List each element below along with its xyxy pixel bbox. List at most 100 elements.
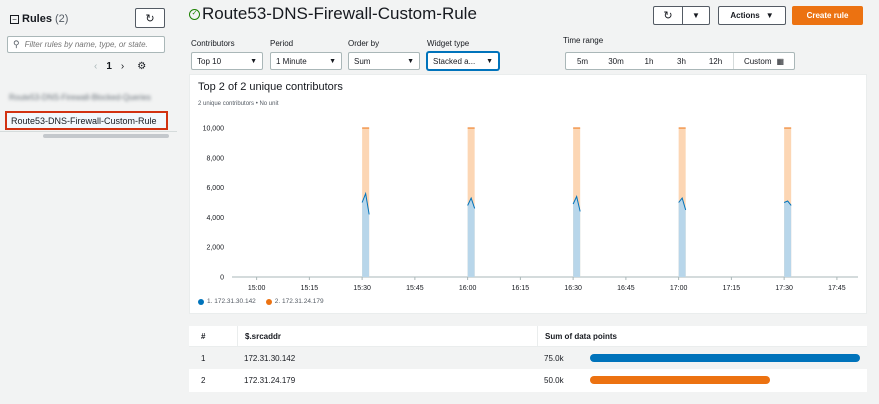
caret-down-icon: ▼ (692, 11, 700, 20)
x-tick-label: 17:30 (775, 285, 793, 292)
search-icon: ⚲ (13, 39, 20, 49)
x-tick-label: 17:15 (723, 285, 741, 292)
time-range-5m[interactable]: 5m (576, 56, 589, 66)
order-by-select[interactable]: Sum ▼ (348, 52, 420, 70)
legend-label-1: 1. 172.31.30.142 (207, 298, 256, 305)
header-actions: ↻ ▼ Actions ▼ Create rule (653, 6, 863, 25)
y-tick-label: 10,000 (203, 126, 225, 133)
widget-type-select[interactable]: Stacked a... ▼ (427, 52, 499, 70)
next-page-icon[interactable]: › (120, 61, 125, 72)
chart-legend: 1. 172.31.30.142 2. 172.31.24.179 (198, 298, 334, 305)
table-header: # $.srcaddr Sum of data points (189, 326, 867, 347)
series-1-line (572, 195, 581, 212)
y-tick-label: 6,000 (206, 185, 224, 192)
x-tick-label: 16:45 (617, 285, 635, 292)
row-srcaddr: 172.31.24.179 (244, 375, 296, 385)
series-1-line (361, 191, 370, 215)
row-srcaddr: 172.31.30.142 (244, 353, 296, 363)
row-sum: 50.0k (537, 369, 867, 391)
row-sum-bar-track (590, 376, 860, 384)
widget-type-label: Widget type (427, 39, 470, 48)
series-1-area (784, 201, 792, 277)
refresh-rules-button[interactable]: ↻ (135, 8, 165, 28)
x-tick-label: 16:00 (459, 285, 477, 292)
y-tick-label: 0 (220, 275, 224, 282)
time-range-custom[interactable]: Custom ▦ (733, 53, 794, 69)
caret-down-icon: ▼ (486, 57, 493, 65)
custom-label: Custom (743, 56, 772, 66)
col-srcaddr-header: $.srcaddr (237, 326, 537, 346)
contributors-chart: 10,000 8,000 6,000 4,000 2,000 0 15:00 15:15 15:… (203, 126, 858, 292)
row-sum-bar (590, 376, 770, 384)
gear-icon[interactable]: ⚙ (137, 61, 147, 72)
actions-label: Actions (730, 11, 760, 20)
contributors-label: Contributors (191, 39, 235, 48)
actions-button[interactable]: Actions ▼ (718, 6, 786, 25)
chart-panel: Top 2 of 2 unique contributors 2 unique … (189, 74, 867, 314)
refresh-icon: ↻ (663, 10, 673, 22)
rules-title: Rules (22, 13, 52, 25)
previous-page-icon[interactable]: ‹ (94, 61, 98, 72)
order-by-label: Order by (348, 39, 380, 48)
x-tick-label: 17:45 (828, 285, 846, 292)
legend-item-2[interactable]: 2. 172.31.24.179 (265, 298, 324, 305)
refresh-options-button[interactable]: ▼ (682, 6, 710, 25)
create-rule-button[interactable]: Create rule (792, 6, 863, 25)
col-rank-header: # (201, 331, 206, 341)
series-1-area (678, 198, 686, 277)
col-sum-header: Sum of data points (537, 326, 867, 346)
x-tick-label: 15:15 (301, 285, 319, 292)
page-title: Route53-DNS-Firewall-Custom-Rule (202, 4, 477, 23)
row-rank: 1 (201, 353, 206, 363)
time-range-30m[interactable]: 30m (608, 56, 624, 66)
y-tick-label: 4,000 (206, 215, 224, 222)
y-tick-label: 8,000 (206, 155, 224, 162)
caret-down-icon: ▼ (765, 11, 774, 20)
horizontal-scrollbar[interactable] (43, 134, 169, 138)
row-sum: 75.0k (537, 347, 867, 369)
rule-search-box[interactable]: ⚲ (7, 36, 165, 53)
order-by-value: Sum (354, 56, 371, 66)
period-select[interactable]: 1 Minute ▼ (270, 52, 342, 70)
x-tick-label: 16:30 (564, 285, 582, 292)
time-range-3h[interactable]: 3h (677, 56, 686, 66)
main-content: ✓ Route53-DNS-Firewall-Custom-Rule ↻ ▼ A… (177, 0, 879, 404)
legend-label-2: 2. 172.31.24.179 (274, 298, 324, 305)
contributors-select[interactable]: Top 10 ▼ (191, 52, 263, 70)
time-range-1h[interactable]: 1h (644, 56, 654, 66)
y-tick-label: 2,000 (206, 245, 224, 252)
x-tick-label: 16:15 (512, 285, 530, 292)
rule-list-item[interactable]: Route53-DNS-Firewall-Blocked-Queries (9, 93, 151, 102)
series-1-area (467, 198, 475, 277)
rule-list-item-selected[interactable]: Route53-DNS-Firewall-Custom-Rule (5, 111, 168, 130)
refresh-button[interactable]: ↻ (653, 6, 683, 25)
time-range-12h[interactable]: 12h (708, 56, 723, 66)
row-sum-value: 50.0k (544, 375, 564, 385)
legend-item-1[interactable]: 1. 172.31.30.142 (198, 298, 256, 305)
period-value: 1 Minute (276, 56, 307, 66)
table-row: 2 172.31.24.179 50.0k (189, 369, 867, 391)
series-1-line (678, 196, 687, 211)
legend-swatch-1 (198, 298, 204, 305)
table-row: 1 172.31.30.142 75.0k (189, 347, 867, 369)
time-range-selector: 5m 30m 1h 3h 12h Custom ▦ (565, 52, 795, 70)
caret-down-icon: ▼ (329, 57, 336, 65)
series-1-area (573, 196, 581, 277)
chart-title: Top 2 of 2 unique contributors (198, 81, 343, 93)
collapse-icon[interactable]: − (10, 14, 19, 24)
time-range-label: Time range (563, 36, 604, 45)
legend-swatch-2 (265, 298, 272, 305)
period-label: Period (270, 39, 294, 48)
page-number[interactable]: 1 (106, 61, 112, 72)
rules-header: − Rules (2) (10, 9, 170, 29)
contributors-table: # $.srcaddr Sum of data points 1 172.31.… (189, 326, 867, 392)
widget-type-value: Stacked a... (433, 56, 476, 66)
row-rank: 2 (201, 375, 206, 385)
divider (0, 131, 177, 132)
pagination: ‹ 1 › ⚙ (94, 61, 169, 72)
series-1-area (362, 193, 370, 277)
rule-search-input[interactable] (24, 40, 160, 49)
caret-down-icon: ▼ (250, 57, 257, 65)
x-tick-label: 15:00 (248, 285, 266, 292)
series-1-line (467, 196, 476, 209)
